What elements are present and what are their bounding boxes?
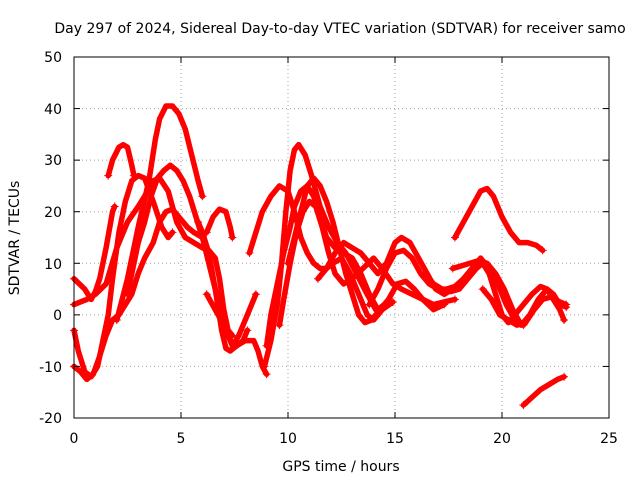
series-line (520, 373, 567, 408)
plus-marker (245, 248, 254, 257)
y-tick-label: 0 (53, 308, 62, 324)
plus-marker (538, 246, 547, 255)
plus-marker (260, 362, 269, 371)
series-arc-19 (450, 185, 547, 255)
plus-marker (110, 202, 119, 211)
series-line (246, 183, 396, 323)
plus-marker (262, 341, 271, 350)
series-arc-7 (123, 162, 260, 349)
series-arc-12 (260, 141, 389, 371)
plus-marker (123, 290, 132, 299)
plus-marker (560, 316, 569, 325)
series-line (285, 175, 458, 326)
series-arc-10 (202, 290, 237, 340)
y-tick-label: 20 (44, 205, 62, 221)
chart-title: Day 297 of 2024, Sidereal Day-to-day VTE… (54, 21, 625, 37)
plus-marker (450, 295, 459, 304)
x-tick-label: 20 (493, 431, 511, 447)
plus-marker (284, 259, 292, 268)
series-line (71, 175, 251, 349)
x-tick-label: 10 (279, 431, 297, 447)
series-arc-8 (194, 218, 271, 379)
plus-marker (519, 401, 528, 410)
plus-marker (448, 264, 457, 273)
y-tick-label: -20 (39, 411, 62, 427)
plus-marker (275, 321, 284, 330)
plot-frame (73, 56, 610, 419)
series-arc-2 (70, 172, 177, 380)
series-line (71, 172, 176, 380)
series-arc-6 (112, 103, 207, 325)
plus-marker (228, 331, 237, 340)
axis-ticks (73, 56, 610, 419)
plus-marker (129, 171, 138, 180)
series-arc-11 (245, 183, 397, 323)
series-line (479, 286, 569, 328)
series-line (203, 291, 236, 339)
series-arc-15 (284, 175, 459, 326)
plus-marker (198, 192, 207, 201)
series-line (452, 185, 546, 254)
x-tick-label: 0 (70, 431, 79, 447)
gridlines (74, 57, 609, 418)
series-line (105, 141, 137, 179)
series-line (114, 103, 206, 323)
x-tick-label: 15 (386, 431, 404, 447)
y-tick-label: 10 (44, 257, 62, 273)
plus-marker (104, 171, 113, 180)
x-axis-label: GPS time / hours (282, 459, 399, 475)
x-tick-label: 5 (177, 431, 186, 447)
plus-marker (478, 285, 487, 294)
series-line (71, 206, 206, 383)
plus-marker (112, 316, 121, 325)
series-arc-22 (519, 372, 569, 410)
plus-marker (243, 326, 252, 335)
series-line (195, 219, 270, 377)
plus-marker (365, 300, 374, 309)
plus-marker (194, 218, 203, 227)
plus-marker (202, 228, 211, 237)
y-tick-label: 50 (44, 50, 62, 66)
series-arc-21 (478, 285, 571, 328)
plus-marker (168, 228, 177, 237)
plus-marker (562, 300, 571, 309)
y-axis-label: SDTVAR / TECUs (7, 181, 23, 296)
series-arc-5 (104, 141, 138, 180)
plus-marker (251, 290, 260, 299)
plus-marker (450, 233, 459, 242)
plus-marker (313, 274, 322, 283)
x-tick-label: 25 (600, 431, 618, 447)
series-line (71, 203, 118, 303)
series-line (124, 162, 259, 349)
plus-marker (560, 372, 569, 381)
data-series (70, 103, 571, 410)
series-arc-9 (202, 206, 237, 242)
series-line (450, 257, 569, 328)
plus-marker (228, 233, 237, 242)
plus-marker (262, 370, 271, 379)
plus-marker (420, 269, 429, 278)
y-tick-label: 30 (44, 153, 62, 169)
y-tick-label: -10 (39, 360, 62, 376)
series-line (203, 206, 236, 241)
plus-marker (388, 297, 397, 306)
y-tick-label: 40 (44, 102, 62, 118)
plus-marker (202, 290, 211, 299)
